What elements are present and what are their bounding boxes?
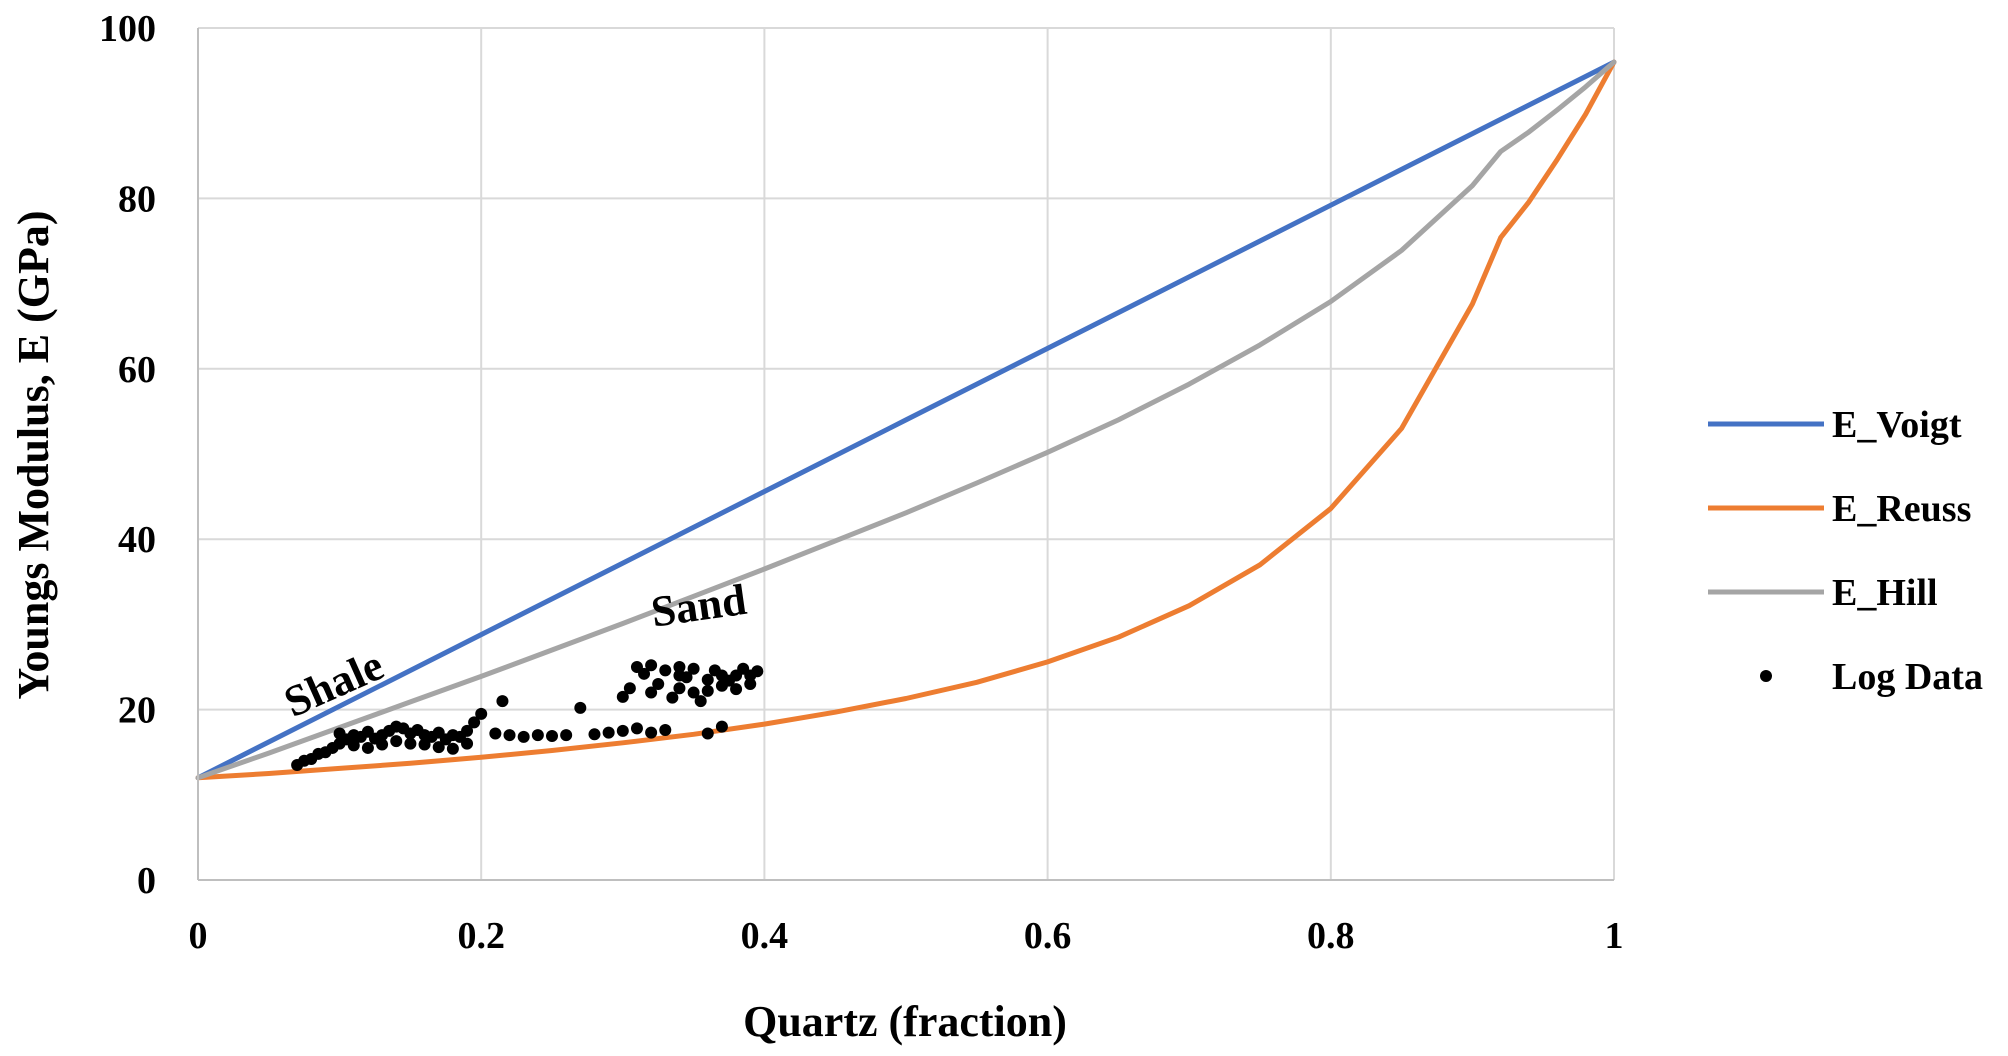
log-data-point <box>432 741 445 754</box>
x-tick-label-1: 0.2 <box>457 915 505 957</box>
legend-marker-log-data <box>1760 670 1772 682</box>
log-data-point <box>376 738 389 751</box>
log-data-point <box>645 726 658 739</box>
x-tick-label-3: 0.6 <box>1024 915 1072 957</box>
log-data-point <box>616 724 629 737</box>
log-data-point <box>503 729 516 742</box>
log-data-point <box>659 724 672 737</box>
x-axis-title: Quartz (fraction) <box>743 997 1067 1046</box>
log-data-point <box>588 728 601 741</box>
legend-label-log-data: Log Data <box>1832 656 1983 698</box>
log-data-point <box>560 729 573 742</box>
log-data-point <box>694 695 707 708</box>
y-tick-label-2: 40 <box>118 519 156 561</box>
log-data-point <box>715 669 728 682</box>
y-axis-title: Youngs Modulus, E (GPa) <box>9 210 58 699</box>
log-data-point <box>638 667 651 680</box>
axes <box>197 28 1614 881</box>
log-data-point <box>751 665 764 678</box>
log-data-point <box>446 742 459 755</box>
log-data-point <box>659 664 672 677</box>
log-data-point <box>461 737 474 750</box>
log-data-point <box>418 738 431 751</box>
log-data-point <box>645 659 658 672</box>
log-data-point <box>730 683 743 696</box>
log-data-point <box>645 686 658 699</box>
log-data-point <box>701 673 714 686</box>
scatter-log-data <box>291 659 764 771</box>
legend-label-e-voigt: E_Voigt <box>1832 404 1962 446</box>
tick-labels: 0 20 40 60 80 100 0 0.2 0.4 0.6 0.8 1 <box>99 8 1624 957</box>
legend-label-e-hill: E_Hill <box>1832 572 1938 614</box>
log-data-point <box>630 722 643 735</box>
log-data-point <box>517 730 530 743</box>
log-data-point <box>475 707 488 720</box>
x-tick-label-4: 0.8 <box>1307 915 1355 957</box>
x-tick-label-0: 0 <box>189 915 208 957</box>
log-data-point <box>701 684 714 697</box>
log-data-point <box>546 730 558 743</box>
y-tick-label-0: 0 <box>137 860 156 902</box>
log-data-point <box>673 661 686 673</box>
log-data-point <box>744 678 757 691</box>
log-data-point <box>574 701 587 714</box>
log-data-point <box>531 729 544 742</box>
y-tick-label-1: 20 <box>118 690 156 732</box>
log-data-point <box>701 727 714 740</box>
series-line-e-voigt <box>195 59 1617 781</box>
x-tick-label-5: 1 <box>1605 915 1624 957</box>
log-data-point <box>687 662 700 675</box>
log-data-point <box>652 678 665 691</box>
series-line-e-reuss <box>195 59 1617 781</box>
log-data-point <box>361 741 374 754</box>
log-data-point <box>347 739 360 752</box>
log-data-point <box>602 726 615 739</box>
log-data-point <box>680 671 693 684</box>
log-data-point <box>715 720 728 733</box>
y-tick-label-4: 80 <box>118 178 156 220</box>
legend-label-e-reuss: E_Reuss <box>1832 488 1971 530</box>
log-data-point <box>496 695 509 708</box>
log-data-point <box>673 682 686 695</box>
log-data-point <box>616 690 629 703</box>
log-data-point <box>468 716 481 729</box>
log-data-point <box>489 727 502 740</box>
series-line-e-hill <box>195 59 1617 781</box>
log-data-point <box>461 724 474 737</box>
y-tick-label-3: 60 <box>118 349 156 391</box>
y-tick-label-5: 100 <box>99 8 156 50</box>
series-lines <box>195 59 1617 781</box>
grid <box>197 27 1615 881</box>
x-tick-label-2: 0.4 <box>741 915 789 957</box>
log-data-point <box>623 682 636 695</box>
legend: E_Voigt E_Reuss E_Hill Log Data <box>1708 404 1983 698</box>
log-data-point <box>687 686 700 699</box>
log-data-point <box>666 691 679 704</box>
log-data-point <box>404 737 417 750</box>
annotation-sand: Sand <box>648 575 749 637</box>
log-data-point <box>390 735 403 748</box>
